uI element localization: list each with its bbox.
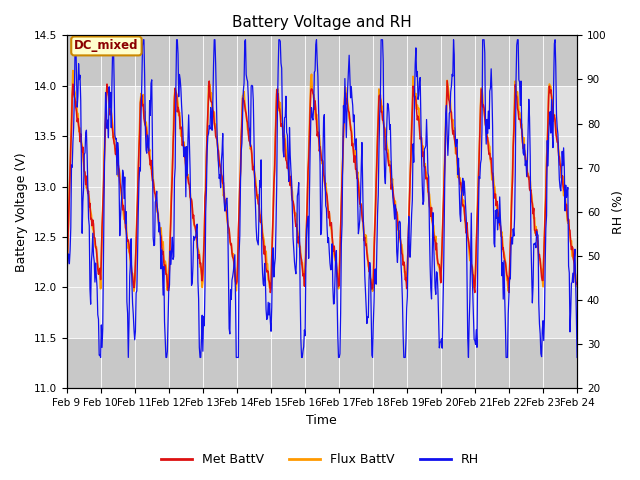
X-axis label: Time: Time bbox=[307, 414, 337, 427]
Bar bbox=[67, 86, 577, 338]
Y-axis label: Battery Voltage (V): Battery Voltage (V) bbox=[15, 152, 28, 272]
Y-axis label: RH (%): RH (%) bbox=[612, 190, 625, 234]
Title: Battery Voltage and RH: Battery Voltage and RH bbox=[232, 15, 412, 30]
Legend: Met BattV, Flux BattV, RH: Met BattV, Flux BattV, RH bbox=[156, 448, 484, 471]
Text: DC_mixed: DC_mixed bbox=[74, 39, 139, 52]
